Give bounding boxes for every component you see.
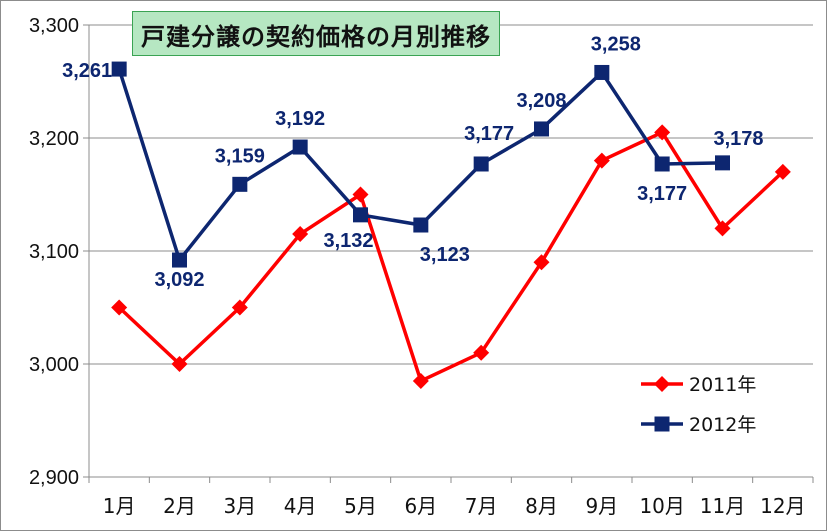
x-tick-label: 8月 bbox=[525, 494, 558, 518]
y-tick-label: 3,000 bbox=[29, 354, 79, 376]
y-tick-label: 2,900 bbox=[29, 467, 79, 489]
legend-marker bbox=[654, 416, 670, 432]
data-label: 3,261 bbox=[62, 60, 112, 82]
x-tick-label: 9月 bbox=[585, 494, 618, 518]
data-point bbox=[594, 64, 610, 80]
data-label: 3,258 bbox=[591, 33, 641, 55]
data-point bbox=[111, 61, 127, 77]
series-line-segment bbox=[419, 350, 483, 383]
data-point bbox=[534, 121, 549, 137]
data-point bbox=[352, 186, 369, 203]
series-line-segment bbox=[358, 192, 423, 383]
data-point bbox=[231, 299, 248, 316]
series-line-segment bbox=[419, 162, 483, 227]
data-point bbox=[412, 372, 429, 389]
series-line-segment bbox=[298, 145, 363, 217]
legend-label: 2011年 bbox=[689, 374, 756, 396]
data-label: 3,123 bbox=[420, 244, 470, 266]
data-label: 3,208 bbox=[516, 90, 566, 112]
legend-marker bbox=[654, 376, 670, 392]
series-line-segment bbox=[600, 70, 664, 166]
series-line-segment bbox=[600, 130, 664, 163]
series-line-segment bbox=[117, 305, 182, 366]
data-point bbox=[593, 152, 610, 169]
data-point bbox=[473, 344, 490, 361]
series-line-segment bbox=[238, 145, 302, 187]
y-tick-label: 3,200 bbox=[29, 128, 79, 150]
x-tick-label: 4月 bbox=[284, 494, 317, 518]
x-tick-label: 10月 bbox=[639, 494, 684, 518]
data-point bbox=[413, 217, 429, 233]
x-tick-label: 1月 bbox=[103, 494, 136, 518]
chart-title: 戸建分譲の契約価格の月別推移 bbox=[132, 11, 500, 56]
legend-label: 2012年 bbox=[689, 414, 756, 436]
series-line-segment bbox=[298, 192, 363, 236]
data-point bbox=[171, 356, 188, 372]
x-tick-label: 5月 bbox=[344, 494, 377, 518]
x-tick-label: 2月 bbox=[163, 494, 196, 518]
series-line-segment bbox=[539, 158, 604, 265]
series-line-segment bbox=[660, 130, 725, 231]
data-label: 3,177 bbox=[637, 183, 687, 205]
data-point bbox=[292, 226, 309, 243]
data-point bbox=[353, 207, 368, 223]
y-tick-label: 3,100 bbox=[29, 241, 79, 263]
data-label: 3,178 bbox=[713, 128, 763, 150]
x-tick-label: 7月 bbox=[465, 494, 498, 518]
data-point bbox=[232, 176, 248, 192]
x-tick-label: 12月 bbox=[760, 494, 805, 518]
data-point bbox=[473, 156, 489, 172]
data-point bbox=[714, 220, 731, 237]
data-point bbox=[111, 299, 128, 316]
series-line-segment bbox=[660, 161, 725, 166]
data-label: 3,192 bbox=[275, 108, 325, 130]
data-label: 3,177 bbox=[464, 123, 514, 145]
x-tick-label: 6月 bbox=[404, 494, 437, 518]
series-line-segment bbox=[539, 70, 604, 131]
y-tick-label: 3,300 bbox=[29, 15, 79, 37]
x-tick-label: 11月 bbox=[700, 494, 745, 518]
data-point bbox=[654, 124, 671, 141]
series-line-segment bbox=[720, 170, 785, 231]
data-point bbox=[172, 252, 187, 268]
legend: 2011年 2012年 bbox=[641, 374, 756, 436]
series-line-segment bbox=[177, 305, 242, 366]
series-line-segment bbox=[358, 213, 423, 227]
series-line-segment bbox=[238, 232, 302, 310]
data-point bbox=[715, 155, 730, 171]
series-line-segment bbox=[479, 260, 544, 355]
data-point bbox=[533, 254, 550, 271]
series-line-segment bbox=[479, 127, 544, 166]
series-line-segment bbox=[117, 67, 182, 262]
data-point bbox=[774, 163, 791, 180]
data-label: 3,092 bbox=[154, 269, 204, 291]
data-point bbox=[292, 139, 308, 155]
series-2012年: 3,2613,0923,1593,1923,1323,1233,1773,208… bbox=[62, 33, 763, 291]
data-label: 3,159 bbox=[215, 145, 265, 167]
data-point bbox=[654, 156, 670, 172]
series-line-segment bbox=[177, 182, 242, 262]
data-label: 3,132 bbox=[323, 230, 373, 252]
x-tick-label: 3月 bbox=[223, 494, 256, 518]
